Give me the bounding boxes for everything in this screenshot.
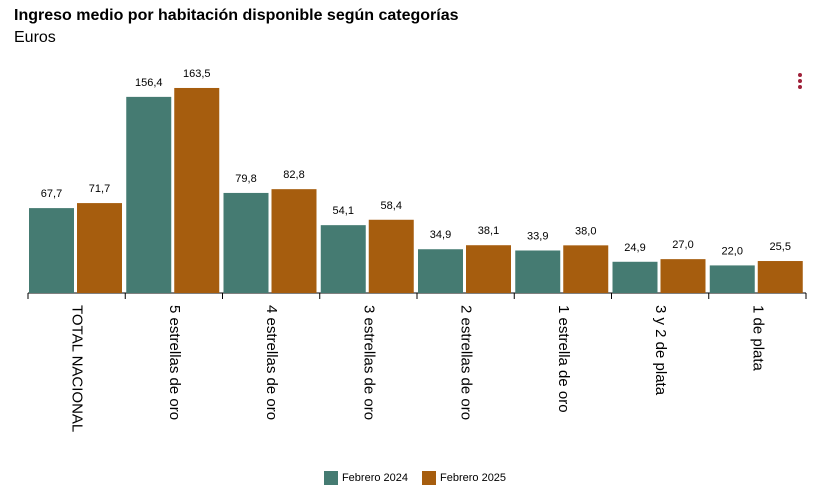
bar-series-1: [223, 192, 269, 293]
category-tick-label: 3 estrellas de oro: [360, 305, 377, 420]
category-tick-label: 5 estrellas de oro: [166, 305, 183, 420]
legend-item-series-1[interactable]: Febrero 2024: [323, 471, 408, 485]
vertical-dots-icon-dot: [798, 79, 802, 83]
legend-swatch: [323, 471, 338, 485]
vertical-dots-icon-dot: [798, 85, 802, 89]
bar-series-1: [515, 250, 561, 293]
chart-subtitle: Euros: [14, 29, 56, 46]
data-label: 163,5: [183, 68, 211, 80]
data-label: 27,0: [672, 239, 693, 251]
data-label: 54,1: [333, 205, 354, 217]
data-label: 71,7: [89, 183, 110, 195]
data-label: 33,9: [527, 230, 548, 242]
data-label: 38,0: [575, 225, 596, 237]
category-tick-label: 1 de plata: [749, 305, 766, 372]
bar-series-2: [563, 245, 609, 293]
data-label: 156,4: [135, 77, 163, 89]
chart-legend: Febrero 2024 Febrero 2025: [0, 471, 830, 485]
data-label: 67,7: [41, 188, 62, 200]
data-label: 22,0: [722, 245, 743, 257]
legend-label: Febrero 2024: [341, 472, 408, 484]
bar-series-2: [368, 219, 414, 293]
category-tick-label: 3 y 2 de plata: [652, 305, 669, 396]
bar-series-2: [174, 87, 220, 293]
bar-series-1: [418, 249, 463, 293]
vertical-dots-icon: [798, 73, 802, 77]
category-tick-label: 2 estrellas de oro: [458, 305, 475, 420]
legend-swatch: [422, 471, 436, 485]
bar-series-2: [466, 245, 511, 293]
bar-series-1: [320, 225, 366, 293]
bar-series-1: [709, 265, 755, 293]
category-tick-label: 4 estrellas de oro: [263, 305, 280, 420]
bar-series-2: [660, 259, 706, 293]
category-tick-label: TOTAL NACIONAL: [69, 305, 86, 432]
data-label: 34,9: [430, 229, 451, 241]
data-label: 25,5: [770, 241, 791, 253]
data-label: 79,8: [235, 173, 256, 185]
data-label: 58,4: [381, 200, 402, 212]
bar-series-2: [757, 261, 803, 293]
bar-series-2: [271, 189, 317, 293]
data-label: 82,8: [283, 169, 304, 181]
data-label: 38,1: [478, 225, 499, 237]
chart-menu-button[interactable]: [794, 70, 806, 92]
bar-series-1: [126, 96, 172, 294]
bar-series-1: [29, 208, 74, 293]
legend-item-series-2[interactable]: Febrero 2025: [422, 471, 506, 485]
category-tick-label: 1 estrella de oro: [555, 305, 572, 413]
legend-label: Febrero 2025: [440, 472, 507, 484]
bar-series-2: [77, 203, 122, 293]
chart-title: Ingreso medio por habitación disponible …: [14, 7, 459, 24]
data-label: 24,9: [624, 242, 645, 254]
bar-series-1: [612, 261, 658, 293]
